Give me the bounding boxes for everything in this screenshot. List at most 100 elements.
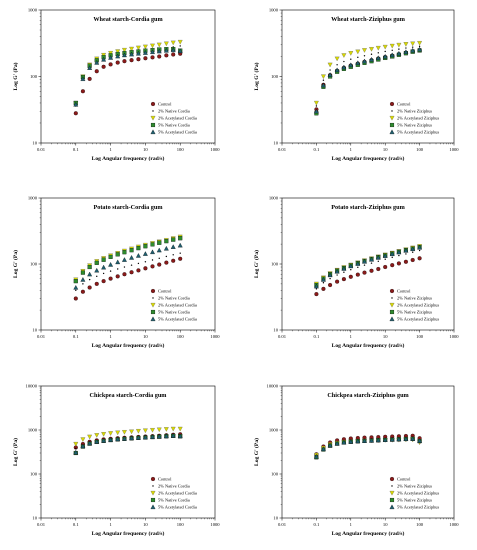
data-point <box>101 432 107 437</box>
x-axis-label: Log Angular frequency (rad/s) <box>92 155 165 162</box>
data-point <box>396 50 402 56</box>
data-point <box>362 259 367 264</box>
y-tick-label: 100 <box>30 472 38 477</box>
plot-frame <box>281 385 455 519</box>
data-point <box>150 249 155 255</box>
legend-label: 5% Native Cordia <box>158 123 190 128</box>
y-tick-label: 1000 <box>28 196 38 201</box>
plot-frame <box>40 385 216 519</box>
legend-marker <box>389 497 395 503</box>
data-point <box>382 253 388 258</box>
data-point <box>121 257 127 262</box>
data-point <box>108 431 114 436</box>
data-series <box>313 244 423 289</box>
x-tick-label: 0.1 <box>314 334 320 339</box>
legend-marker <box>150 101 156 107</box>
data-point <box>410 436 416 441</box>
data-point <box>418 45 421 48</box>
data-point <box>389 52 395 58</box>
legend-marker <box>391 297 393 299</box>
data-series <box>313 46 423 114</box>
data-point <box>130 264 133 266</box>
legend-marker <box>150 497 156 503</box>
x-tick-label: 10 <box>383 522 388 527</box>
x-tick-label: 0.1 <box>314 147 320 152</box>
data-point <box>80 443 86 449</box>
data-point <box>178 236 183 241</box>
data-point <box>143 56 148 61</box>
x-tick-label: 100 <box>416 334 424 339</box>
legend-marker <box>150 309 156 315</box>
data-point <box>129 429 135 435</box>
data-point <box>165 255 168 258</box>
chart-panel: 0.01 0.1 1 10 100 1000 10 100 1000 Wheat starch-Z… <box>253 8 459 162</box>
data-point <box>108 254 113 259</box>
legend-marker <box>389 122 395 128</box>
data-point <box>135 429 141 434</box>
data-point <box>115 49 121 54</box>
chart-panel: 0.01 0.1 1 10 100 1000 10 100 1000 10000 Chickpea … <box>12 384 220 537</box>
data-series <box>73 242 183 290</box>
legend-marker <box>150 302 156 308</box>
y-axis-label: Log G' (Pa) <box>12 250 19 278</box>
legend-marker <box>389 504 395 510</box>
data-point <box>410 246 416 252</box>
data-point <box>136 246 141 251</box>
data-point <box>73 279 78 284</box>
data-point <box>122 250 127 255</box>
data-point <box>164 53 169 58</box>
data-series <box>73 51 183 116</box>
data-point <box>377 260 379 262</box>
data-point <box>369 47 374 52</box>
chart-title: Chickpea starch-Ziziphus gum <box>327 392 409 399</box>
data-point <box>179 252 181 254</box>
legend-marker <box>152 297 154 299</box>
data-point <box>135 45 141 51</box>
data-point <box>391 49 393 51</box>
x-tick-label: 1 <box>350 334 353 339</box>
data-point <box>136 57 141 62</box>
x-tick-label: 1000 <box>449 334 459 339</box>
legend-label: 5% Acetylated Cordia <box>158 130 197 135</box>
legend-marker <box>150 122 156 128</box>
legend-label: Control <box>158 289 172 294</box>
data-point <box>101 264 107 270</box>
x-tick-label: 0.01 <box>278 147 287 152</box>
x-tick-label: 1000 <box>210 147 220 152</box>
legend-marker <box>389 101 395 107</box>
data-point <box>362 270 367 275</box>
data-point <box>355 438 361 444</box>
data-point <box>403 49 409 54</box>
x-tick-label: 0.01 <box>37 334 46 339</box>
data-point <box>129 270 134 275</box>
legend-marker <box>152 485 154 487</box>
data-point <box>96 275 98 278</box>
data-point <box>87 285 92 290</box>
legend-marker <box>150 316 156 322</box>
data-point <box>129 58 134 63</box>
legend-label: 2% Acetylated Cordia <box>158 303 197 308</box>
data-point <box>357 56 359 59</box>
data-point <box>348 439 354 444</box>
data-point <box>369 268 374 273</box>
data-point <box>117 268 119 270</box>
data-point <box>377 52 379 54</box>
data-point <box>315 105 318 107</box>
x-tick-label: 1 <box>109 147 112 152</box>
data-point <box>87 271 93 277</box>
data-point <box>87 440 93 446</box>
legend-label: Control <box>158 477 172 482</box>
data-point <box>156 433 162 439</box>
y-tick-label: 100 <box>30 262 38 267</box>
x-tick-label: 1000 <box>449 522 459 527</box>
data-point <box>384 50 386 53</box>
legend-marker <box>389 476 395 482</box>
data-point <box>142 434 148 440</box>
chart-panel: 0.01 0.1 1 10 100 1000 10 100 1000 Potato starch-… <box>12 196 220 349</box>
data-point <box>122 272 127 277</box>
chart-panel: 0.01 0.1 1 10 100 1000 10 100 1000 Potato starch-… <box>253 196 459 349</box>
chart-panel: 0.01 0.1 1 10 100 1000 10 100 1000 Wheat starch-C… <box>12 8 220 162</box>
data-point <box>327 72 333 77</box>
data-point <box>87 434 93 440</box>
legend-label: 5% Acetylated Ziziphus <box>397 317 439 322</box>
